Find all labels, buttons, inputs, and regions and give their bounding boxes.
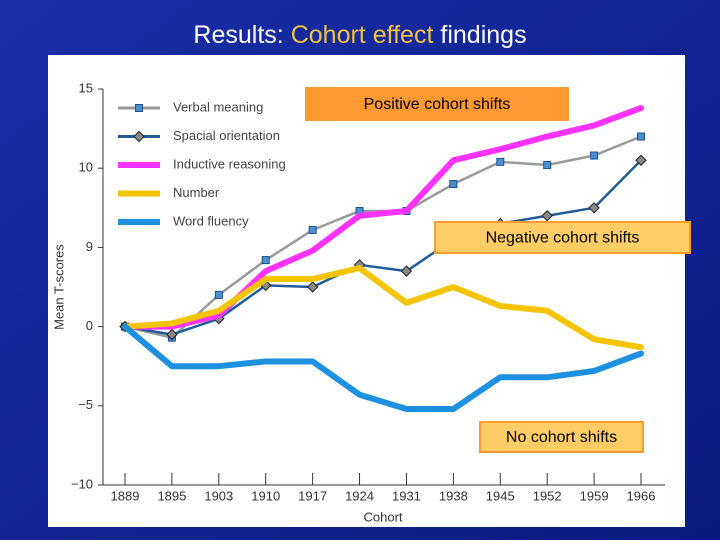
annotation: No cohort shifts: [506, 429, 617, 446]
title-part: findings: [440, 21, 526, 49]
title-highlight: Cohort effect: [291, 21, 434, 49]
marker: [496, 157, 505, 166]
annotation: Positive cohort shifts: [364, 96, 511, 113]
x-tick-label: 1903: [204, 488, 233, 503]
legend-label: Spacial orientation: [173, 128, 280, 143]
x-tick-label: 1917: [298, 488, 327, 503]
title-part: Results:: [193, 21, 283, 49]
marker: [637, 132, 645, 141]
legend-marker: [135, 104, 143, 112]
x-tick-label: 1952: [533, 488, 562, 503]
plot: −10 −5 0 9 10 15 1889 1895 1903 1910 1917 1924 1931 1…: [71, 80, 665, 503]
x-tick-label: 1938: [439, 488, 468, 503]
x-tick-label: 1945: [486, 488, 515, 503]
marker: [308, 225, 317, 234]
marker: [635, 154, 647, 166]
x-tick-label: 1931: [392, 488, 421, 503]
legend-marker: [133, 130, 145, 143]
x-axis-label: Cohort: [363, 509, 402, 524]
annotation-box: [434, 221, 691, 254]
y-tick-label: −5: [78, 397, 93, 412]
legend-label: Word fluency: [173, 213, 249, 228]
y-tick-label: 15: [79, 80, 93, 95]
annotation-box: [305, 87, 569, 121]
marker: [541, 210, 553, 222]
annotation-box: [479, 421, 644, 453]
y-tick-label: 0: [86, 318, 93, 333]
y-axis-label: Mean T-scores: [51, 244, 66, 330]
series-line: [122, 323, 644, 412]
marker: [590, 151, 599, 160]
x-tick-label: 1924: [345, 488, 374, 503]
marker: [588, 202, 600, 214]
marker: [261, 256, 270, 265]
x-tick-label: 1889: [111, 488, 140, 503]
marker: [449, 180, 458, 189]
marker: [214, 290, 223, 299]
x-tick-label: 1895: [157, 488, 186, 503]
series-line: [122, 264, 644, 351]
x-tick-label: 1910: [251, 488, 280, 503]
marker: [306, 281, 319, 293]
legend-label: Inductive reasoning: [173, 156, 286, 171]
series-line: [122, 105, 644, 330]
series-line: [123, 159, 643, 336]
y-tick-label: 10: [79, 160, 93, 175]
marker: [543, 161, 552, 170]
y-tick-label: −10: [71, 476, 93, 491]
marker: [400, 265, 413, 277]
legend-label: Number: [173, 185, 220, 200]
marker: [166, 328, 178, 341]
slide-title: Results: Cohort effect findings: [193, 21, 526, 49]
legend-label: Verbal meaning: [173, 99, 263, 114]
y-tick-label: 9: [86, 239, 93, 254]
annotation: Negative cohort shifts: [486, 230, 640, 247]
x-tick-label: 1959: [580, 488, 609, 503]
x-tick-label: 1966: [627, 488, 656, 503]
